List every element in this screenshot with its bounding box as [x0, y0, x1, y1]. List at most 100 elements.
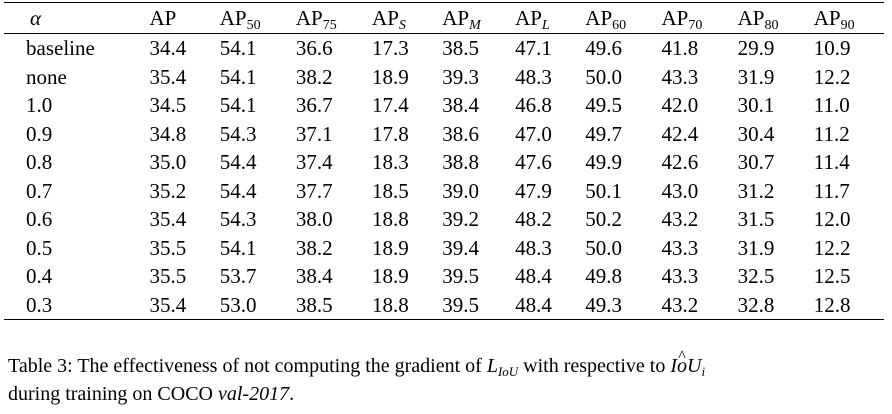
caption-math-IoU-U: U [687, 355, 702, 377]
table-cell: 49.6 [585, 36, 623, 60]
table-cell: 38.5 [442, 36, 480, 60]
header-col-base: AP [442, 5, 470, 30]
table-cell: 17.3 [372, 36, 409, 60]
table-cell: 17.8 [372, 121, 409, 146]
row-label: 0.4 [26, 264, 53, 288]
table-cell: 39.5 [442, 292, 480, 317]
header-col-base: AP [219, 5, 247, 30]
table-cell: 12.0 [813, 207, 851, 231]
table-cell: 53.7 [219, 264, 257, 288]
header-col-sub: 90 [840, 17, 855, 33]
table-cell: 47.6 [515, 150, 552, 174]
table-cell: 48.3 [515, 235, 552, 260]
table-cell: 35.4 [149, 64, 187, 89]
table-body: baseline 34.4 54.1 36.6 17.3 38.5 47.1 49.6 41.8… [4, 34, 884, 320]
header-col-sub: 50 [246, 17, 261, 33]
row-label: 0.6 [26, 207, 53, 231]
caption-dataset: val-2017 [218, 383, 290, 405]
table-cell: 38.5 [295, 292, 333, 317]
header-col-base: AP [661, 5, 689, 30]
table-cell: 54.1 [219, 93, 257, 117]
table-cell: 12.2 [813, 64, 851, 89]
table-cell: 43.3 [661, 235, 699, 260]
header-col: AP70 [655, 3, 731, 34]
table-cell: 54.3 [219, 121, 257, 146]
table-cell: 54.4 [219, 178, 257, 203]
header-col-sub: 60 [612, 17, 627, 33]
table-cell: 38.8 [442, 150, 480, 174]
table-cell: 12.2 [813, 235, 851, 260]
header-col: APM [436, 3, 509, 34]
header-col-base: AP [149, 5, 177, 30]
table-cell: 35.5 [149, 264, 187, 288]
table-cell: 50.1 [585, 178, 623, 203]
header-col-base: AP [737, 5, 765, 30]
table-cell: 17.4 [372, 93, 409, 117]
table-cell: 49.8 [585, 264, 623, 288]
table-cell: 47.0 [515, 121, 552, 146]
table-cell: 18.9 [372, 235, 409, 260]
table-cell: 35.5 [149, 235, 187, 260]
table-caption: Table 3: The effectiveness of not comput… [8, 348, 884, 408]
caption-math-IoU: I ^ oU [670, 348, 702, 377]
table-cell: 30.4 [737, 121, 775, 146]
table-cell: 29.9 [737, 36, 775, 60]
table-cell: 11.2 [813, 121, 850, 146]
table-cell: 30.1 [737, 93, 775, 117]
table-cell: 37.4 [295, 150, 333, 174]
table-cell: 48.4 [515, 264, 552, 288]
caption-math-IoU-o: o [677, 355, 688, 377]
table-cell: 37.1 [295, 121, 333, 146]
table-row: 0.4 35.5 53.7 38.4 18.9 39.5 48.4 49.8 43.3 32.5 1… [4, 262, 884, 291]
header-col-base: AP [515, 5, 542, 30]
header-col: AP75 [290, 3, 366, 34]
caption-math-L-sub: IoU [497, 364, 519, 379]
table-cell: 12.8 [813, 292, 851, 317]
table-row: none 35.4 54.1 38.2 18.9 39.3 48.3 50.0 43.3 31.9… [4, 63, 884, 92]
table-cell: 12.5 [813, 264, 851, 288]
header-col-sub: 75 [322, 17, 337, 33]
row-label: 1.0 [26, 93, 53, 117]
header-alpha: α [30, 5, 42, 30]
table-header: α AP AP50 AP75 APS APM APL AP60 AP70 AP80 AP90 [4, 2, 884, 34]
table-cell: 18.8 [372, 207, 409, 231]
results-table: α AP AP50 AP75 APS APM APL AP60 AP70 AP80 AP90 ba… [4, 2, 884, 320]
header-col-base: AP [585, 5, 613, 30]
table-cell: 49.9 [585, 150, 623, 174]
table-cell: 37.7 [295, 178, 333, 203]
caption-middle: with respective to [518, 355, 671, 377]
caption-math-IoU-I: I [670, 355, 678, 377]
header-col-base: AP [295, 5, 323, 30]
table-cell: 38.6 [442, 121, 480, 146]
table-cell: 32.5 [737, 264, 775, 288]
hat-accent-icon: ^ [678, 348, 686, 365]
table-row: 0.6 35.4 54.3 38.0 18.8 39.2 48.2 50.2 43.2 31.5 1… [4, 205, 884, 234]
table-cell: 54.1 [219, 36, 257, 60]
table-cell: 42.6 [661, 150, 699, 174]
header-col-sub: 70 [688, 17, 703, 33]
header-col-sub: S [398, 17, 406, 33]
table-cell: 39.0 [442, 178, 480, 203]
table-cell: 35.2 [149, 178, 187, 203]
table-cell: 47.1 [515, 36, 552, 60]
table-cell: 34.8 [149, 121, 187, 146]
table-cell: 36.7 [295, 93, 333, 117]
row-label: 0.5 [26, 235, 53, 260]
header-col-base: AP [813, 5, 841, 30]
table-cell: 36.6 [295, 36, 333, 60]
table-cell: 43.0 [661, 178, 699, 203]
table-cell: 48.4 [515, 292, 552, 317]
header-col: AP50 [214, 3, 290, 34]
table-cell: 39.5 [442, 264, 480, 288]
table-cell: 43.3 [661, 264, 699, 288]
header-col: AP80 [732, 3, 808, 34]
table-cell: 42.4 [661, 121, 699, 146]
table-cell: 38.4 [442, 93, 480, 117]
table-cell: 41.8 [661, 36, 699, 60]
row-label: 0.7 [26, 178, 53, 203]
table-cell: 18.9 [372, 64, 409, 89]
header-col: AP [143, 3, 213, 34]
table-cell: 43.3 [661, 64, 699, 89]
table-cell: 10.9 [813, 36, 851, 60]
row-label: 0.3 [26, 292, 53, 317]
